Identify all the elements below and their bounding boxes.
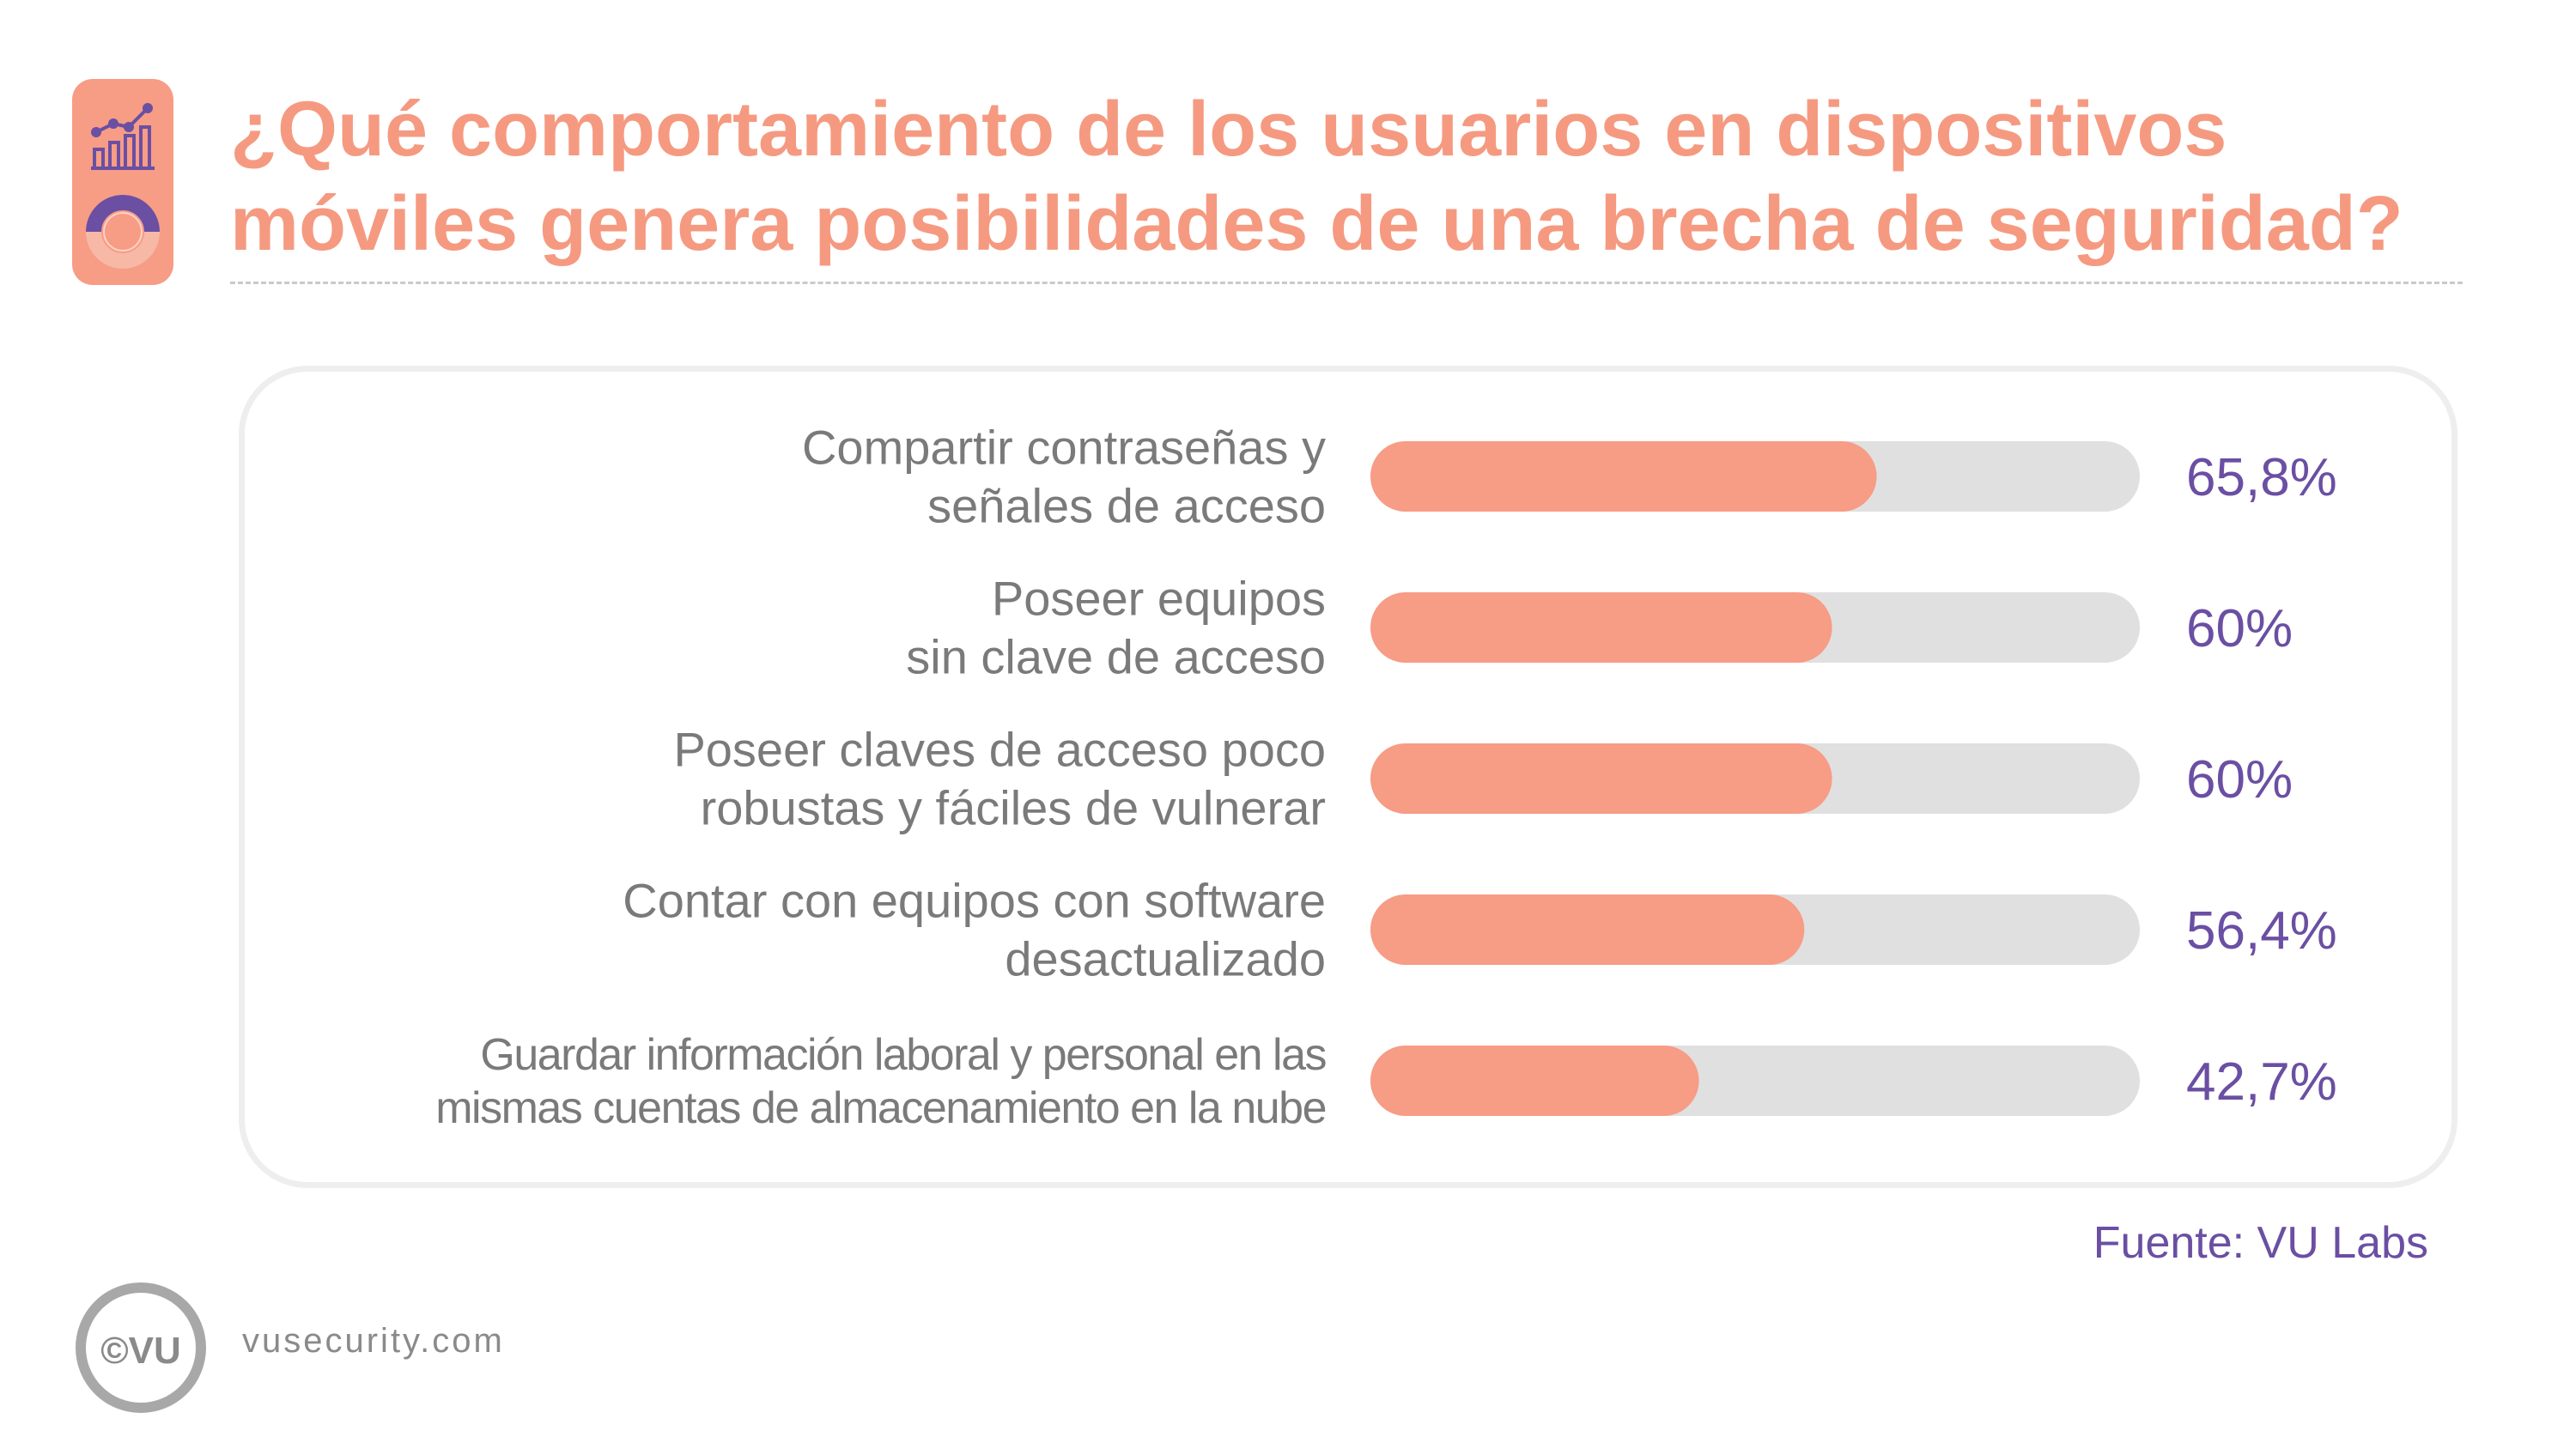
chart-row: Poseer equipos sin clave de acceso 60% bbox=[906, 572, 2293, 684]
value-label: 60% bbox=[2186, 599, 2293, 658]
chart-row: Compartir contraseñas y señales de acceso… bbox=[802, 421, 2337, 533]
chart-row: Guardar información laboral y personal e… bbox=[435, 1030, 2337, 1133]
category-label: Contar con equipos con software desactual… bbox=[623, 874, 1326, 986]
value-label: 65,8% bbox=[2186, 448, 2337, 507]
chart-row: Poseer claves de acceso poco robustas y f… bbox=[673, 723, 2293, 835]
trend-chart-icon bbox=[91, 103, 155, 170]
bar bbox=[1370, 743, 1832, 814]
value-label: 42,7% bbox=[2186, 1052, 2337, 1112]
header-icon-badge bbox=[72, 79, 173, 285]
website-link[interactable]: vusecurity.com bbox=[242, 1322, 505, 1360]
value-label: 60% bbox=[2186, 750, 2293, 809]
category-label: Guardar información laboral y personal e… bbox=[435, 1030, 1326, 1133]
source-note: Fuente: VU Labs bbox=[2093, 1218, 2428, 1268]
donut-chart-icon bbox=[86, 195, 160, 269]
page-title: ¿Qué comportamiento de los usuarios en d… bbox=[230, 82, 2497, 271]
category-label: Compartir contraseñas y señales de acceso bbox=[802, 421, 1326, 533]
title-line-1: ¿Qué comportamiento de los usuarios en d… bbox=[230, 87, 2227, 173]
category-label: Poseer claves de acceso poco robustas y f… bbox=[673, 723, 1326, 835]
bar bbox=[1370, 894, 1805, 965]
category-label: Poseer equipos sin clave de acceso bbox=[906, 572, 1326, 684]
chart-row: Contar con equipos con software desactual… bbox=[623, 874, 2337, 986]
title-divider bbox=[230, 282, 2463, 284]
bar bbox=[1370, 441, 1877, 512]
title-line-2: móviles genera posibilidades de una brec… bbox=[230, 181, 2403, 267]
logo-text: ©VU bbox=[100, 1330, 181, 1372]
bar bbox=[1370, 592, 1832, 663]
bar bbox=[1370, 1046, 1699, 1116]
vu-logo: ©VU bbox=[76, 1282, 206, 1413]
value-label: 56,4% bbox=[2186, 901, 2337, 961]
